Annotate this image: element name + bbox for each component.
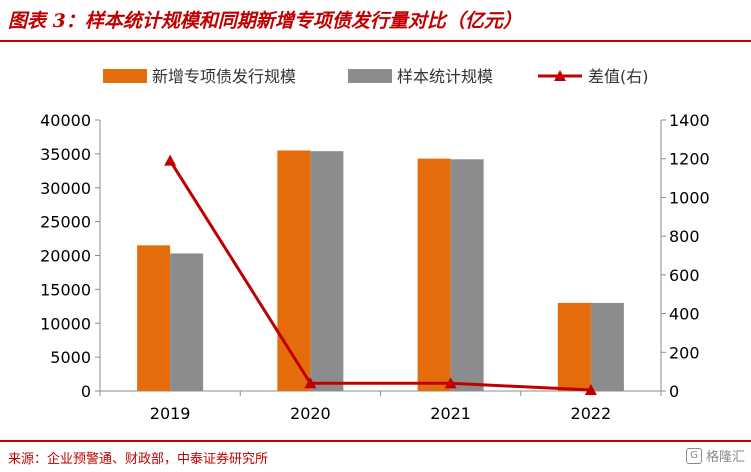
line-point-diff [444,377,457,389]
legend-label-1: 样本统计规模 [397,67,493,86]
y-tick-label: 0 [81,382,91,401]
y-tick-label: 20000 [40,247,91,266]
line-point-diff [304,377,317,389]
y2-tick-label: 1200 [669,150,710,169]
bar-new-issue [417,158,451,391]
x-tick-label: 2020 [290,404,331,423]
y2-tick-label: 600 [669,266,700,285]
legend-swatch-1 [348,69,392,83]
chart: 0500010000150002000025000300003500040000… [40,67,710,423]
title-divider [0,40,751,42]
chart-title: 图表 3：样本统计规模和同期新增专项债发行量对比（亿元） [8,10,522,32]
y2-tick-label: 800 [669,227,700,246]
source-note: 来源：企业预警通、财政部，中泰证券研究所 [8,452,269,467]
y-tick-label: 40000 [40,111,91,130]
legend-swatch-marker [554,70,566,81]
x-tick-label: 2019 [150,404,191,423]
line-diff [168,159,591,392]
bar-sample [310,151,344,391]
legend-label-2: 差值(右) [588,67,649,86]
bar-new-issue [557,302,591,391]
bar-sample [170,253,204,391]
bar-new-issue [277,150,311,391]
y-tick-label: 30000 [40,179,91,198]
y-tick-label: 25000 [40,213,91,232]
y2-tick-label: 200 [669,343,700,362]
footer-divider [0,440,751,442]
y2-tick-label: 1000 [669,188,710,207]
watermark: G 格隆汇 [685,446,745,465]
bar-new-issue [137,245,171,391]
legend-swatch-0 [103,69,147,83]
watermark-logo-icon: G [685,447,702,464]
y2-tick-label: 1400 [669,111,710,130]
y-tick-label: 15000 [40,280,91,299]
watermark-text: 格隆汇 [705,450,745,465]
y2-tick-label: 400 [669,305,700,324]
bar-sample [450,159,484,391]
legend-label-0: 新增专项债发行规模 [152,67,296,86]
x-tick-label: 2022 [571,404,612,423]
line-point-diff [164,154,177,166]
x-tick-label: 2021 [430,404,471,423]
bar-sample [590,302,624,391]
line-point-diff [584,384,597,396]
y-tick-label: 10000 [40,314,91,333]
y-tick-label: 5000 [50,348,91,367]
y2-tick-label: 0 [669,382,679,401]
y-tick-label: 35000 [40,145,91,164]
